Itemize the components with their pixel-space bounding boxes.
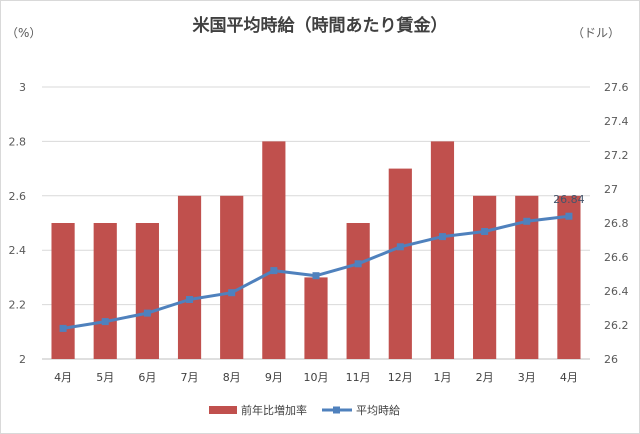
line-point: [101, 318, 109, 326]
x-tick-label: 5月: [96, 371, 114, 384]
legend-swatch-bar: [209, 406, 237, 414]
legend-swatch-marker: [333, 406, 340, 414]
right-tick-label: 26.4: [604, 285, 629, 298]
line-point: [481, 228, 489, 235]
right-axis-ticks: 26 26.2 26.4 26.6 26.8 27 27.2 27.4 27.6: [604, 81, 629, 366]
right-tick-label: 27.2: [604, 149, 629, 162]
x-tick-label: 12月: [388, 371, 413, 384]
left-tick-label: 2.4: [9, 244, 27, 257]
bar: [135, 223, 159, 359]
right-tick-label: 26.2: [604, 319, 629, 332]
x-tick-label: 7月: [181, 371, 199, 384]
legend-label-line: 平均時給: [356, 403, 400, 417]
gridlines: [42, 86, 590, 360]
x-tick-label: 10月: [304, 371, 329, 384]
chart-title: 米国平均時給（時間あたり賃金）: [193, 15, 448, 36]
line-point: [438, 233, 446, 241]
bar: [93, 223, 117, 359]
right-tick-label: 26.8: [604, 217, 629, 230]
line-series: [59, 212, 573, 332]
left-axis-ticks: 2 2.2 2.4 2.6 2.8 3: [9, 81, 27, 366]
right-tick-label: 27: [604, 183, 618, 196]
x-tick-label: 9月: [265, 371, 283, 384]
bar-series: [51, 141, 581, 359]
x-tick-label: 4月: [54, 371, 72, 384]
right-tick-label: 26.6: [604, 251, 629, 264]
line-point: [186, 296, 194, 303]
bar: [346, 223, 370, 359]
right-tick-label: 26: [604, 353, 618, 366]
right-axis-unit: （ドル）: [572, 26, 620, 40]
data-label: 26.84: [553, 193, 585, 206]
x-tick-label: 3月: [518, 371, 536, 384]
line-point: [354, 260, 362, 268]
line-point: [228, 289, 236, 297]
line-point: [270, 267, 278, 275]
x-tick-label: 1月: [433, 371, 451, 384]
x-tick-label: 2月: [476, 371, 494, 384]
line-point: [565, 212, 573, 220]
line-point: [143, 309, 151, 317]
bar: [177, 195, 202, 359]
data-labels: 26.84: [553, 193, 585, 206]
bar: [515, 195, 539, 359]
line-point: [59, 324, 67, 332]
bar: [304, 277, 328, 359]
left-tick-label: 2: [19, 353, 26, 366]
right-tick-label: 27.6: [604, 81, 629, 94]
line-point: [312, 272, 320, 280]
bar: [51, 223, 75, 359]
x-tick-label: 4月: [560, 371, 578, 384]
bar: [473, 195, 497, 359]
bar: [220, 195, 244, 359]
x-tick-label: 6月: [138, 371, 156, 384]
left-tick-label: 2.6: [9, 190, 27, 203]
left-axis-unit: （%）: [6, 26, 41, 40]
bar: [557, 195, 581, 359]
bar: [430, 141, 455, 359]
legend-label-bar: 前年比増加率: [241, 403, 307, 417]
line-point: [396, 243, 404, 251]
right-tick-label: 27.4: [604, 115, 629, 128]
x-axis-labels: 4月 5月 6月 7月 8月 9月 10月 11月 12月 1月 2月 3月 4月: [54, 371, 578, 384]
left-tick-label: 2.8: [9, 135, 27, 148]
left-tick-label: 3: [19, 81, 26, 94]
left-tick-label: 2.2: [9, 299, 27, 312]
bar: [388, 168, 412, 359]
x-tick-label: 8月: [223, 371, 241, 384]
x-tick-label: 11月: [346, 371, 371, 384]
bar: [262, 141, 286, 359]
legend: 前年比増加率 平均時給: [209, 403, 400, 417]
line-point: [523, 217, 531, 225]
